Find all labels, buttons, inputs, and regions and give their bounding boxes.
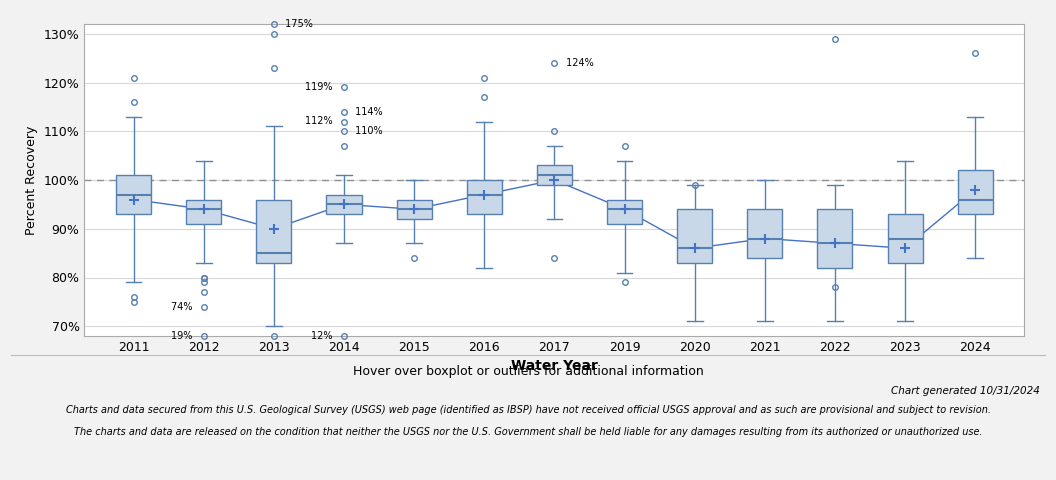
- Text: 19%: 19%: [171, 331, 195, 341]
- Text: The charts and data are released on the condition that neither the USGS nor the : The charts and data are released on the …: [74, 427, 982, 437]
- Bar: [186, 200, 222, 224]
- Y-axis label: Percent Recovery: Percent Recovery: [25, 125, 38, 235]
- Bar: [397, 200, 432, 219]
- Bar: [887, 214, 923, 263]
- Text: 12%: 12%: [310, 331, 336, 341]
- Bar: [467, 180, 502, 214]
- Text: 110%: 110%: [353, 126, 383, 136]
- Text: 74%: 74%: [171, 302, 195, 312]
- Text: 119%: 119%: [305, 83, 336, 92]
- Text: 112%: 112%: [305, 117, 336, 127]
- Bar: [116, 175, 151, 214]
- Bar: [607, 200, 642, 224]
- Bar: [958, 170, 993, 214]
- X-axis label: Water Year: Water Year: [511, 360, 598, 373]
- Text: Hover over boxplot or outliers for additional information: Hover over boxplot or outliers for addit…: [353, 365, 703, 379]
- Text: Chart generated 10/31/2024: Chart generated 10/31/2024: [891, 386, 1040, 396]
- Bar: [326, 194, 361, 214]
- Text: 114%: 114%: [353, 107, 383, 117]
- Text: 175%: 175%: [282, 19, 314, 29]
- Bar: [257, 200, 291, 263]
- Bar: [677, 209, 712, 263]
- Text: 124%: 124%: [563, 58, 593, 68]
- Bar: [817, 209, 852, 268]
- Text: Charts and data secured from this U.S. Geological Survey (USGS) web page (identi: Charts and data secured from this U.S. G…: [65, 406, 991, 415]
- Bar: [748, 209, 782, 258]
- Bar: [536, 166, 572, 185]
